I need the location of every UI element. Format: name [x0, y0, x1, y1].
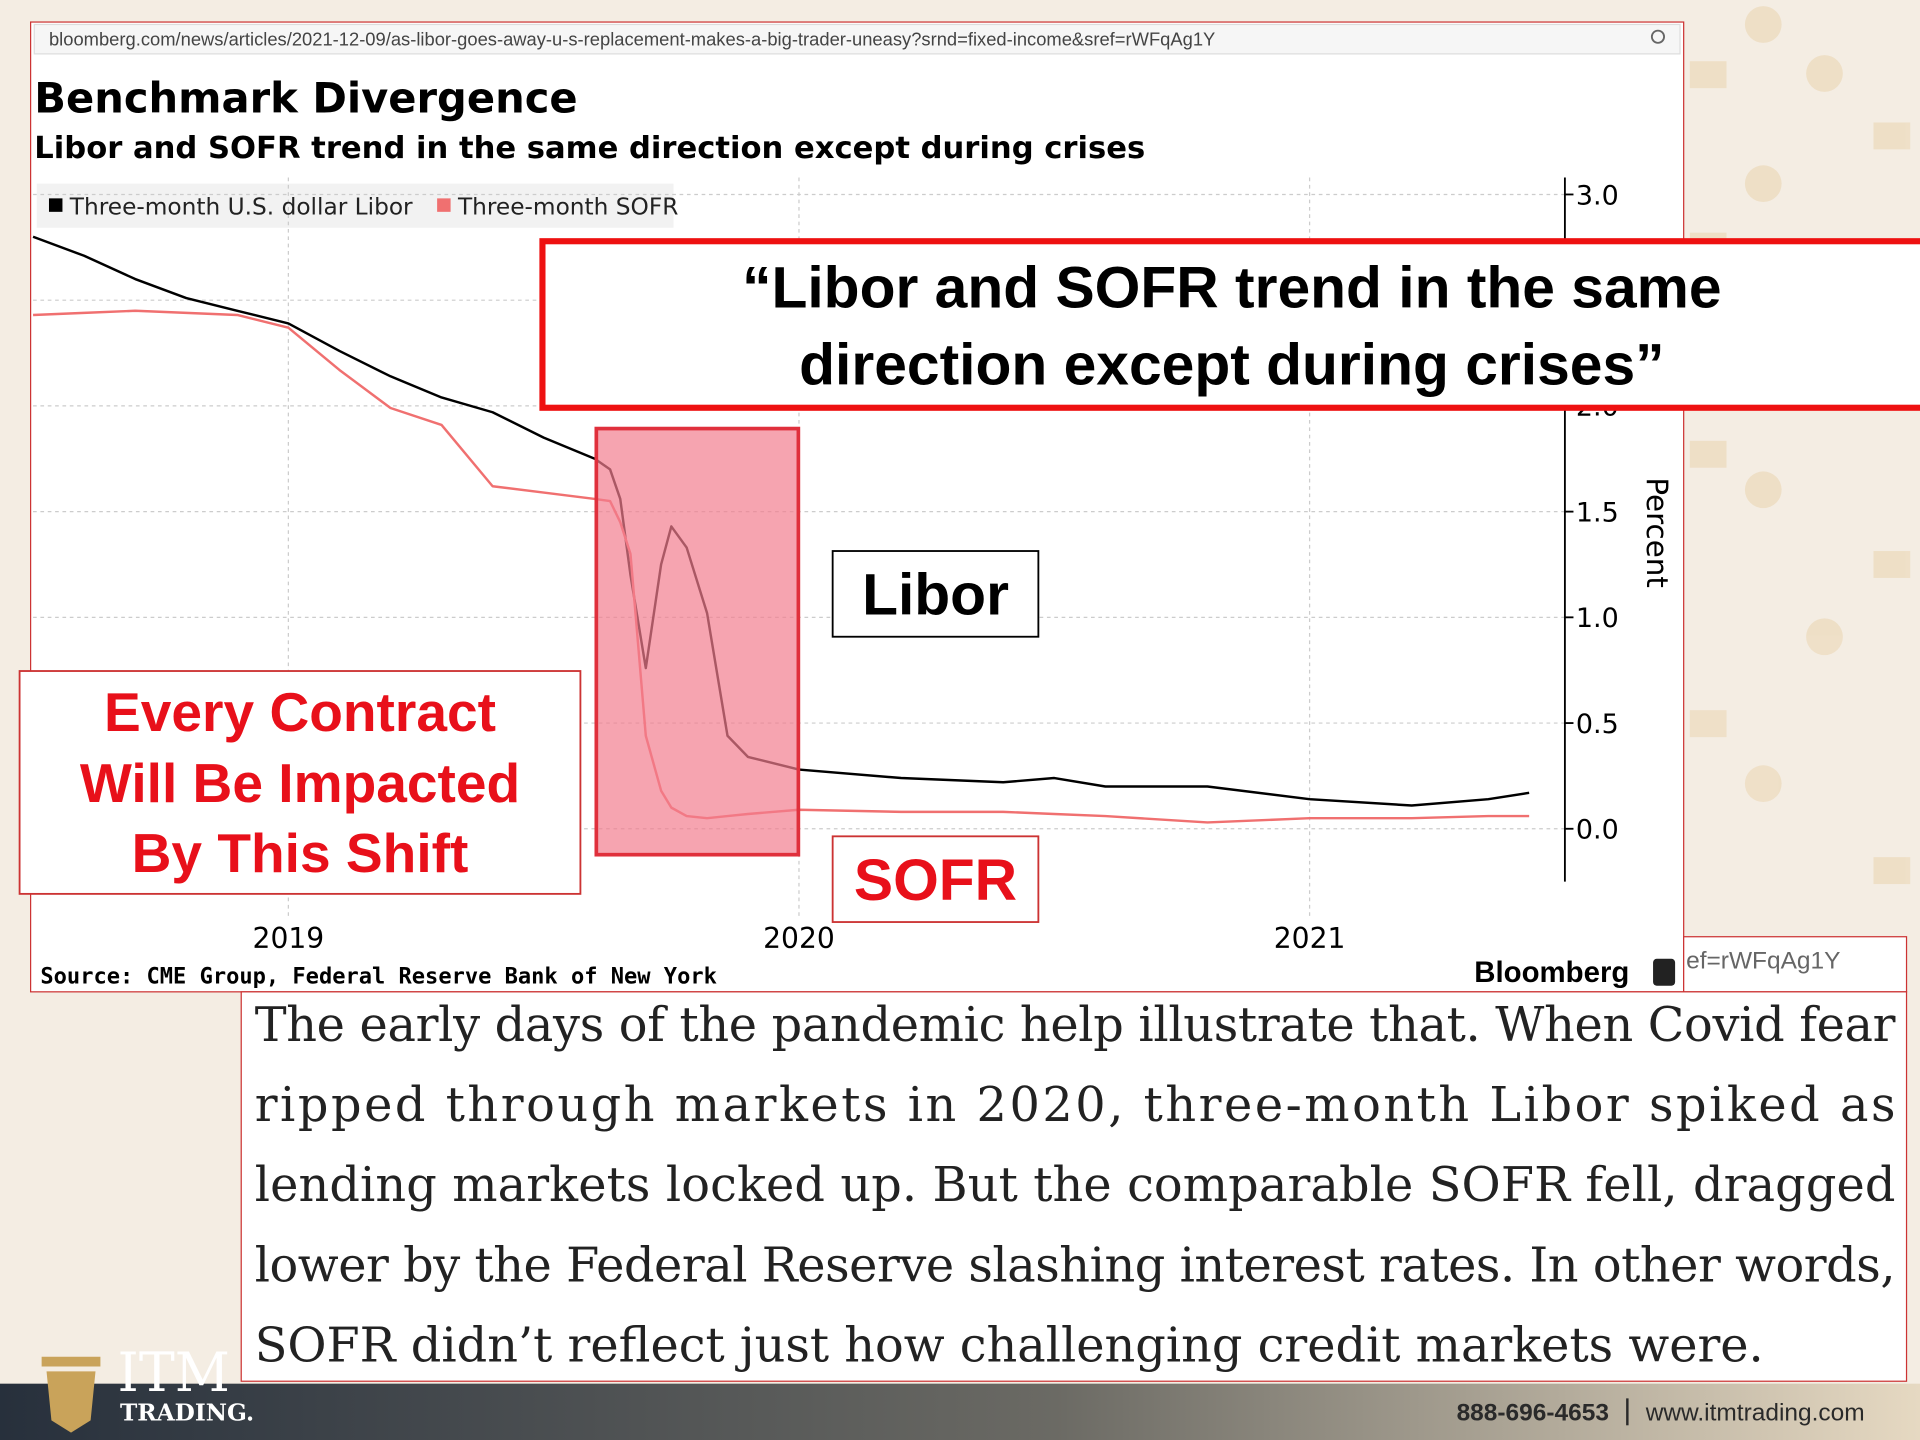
logo-bottom: TRADING. [120, 1399, 254, 1426]
article-url-fragment: ef=rWFqAg1Y [1686, 948, 1840, 975]
article-line: SOFR didn’t reflect just how challenging… [255, 1319, 1764, 1374]
y-tick-label: 0.5 [1576, 709, 1619, 740]
sofr-box [831, 835, 1040, 923]
legend-label: Three-month SOFR [457, 193, 678, 220]
brand-icon [1653, 958, 1676, 986]
y-tick-label: 0.0 [1576, 815, 1619, 846]
quote-box [539, 238, 1920, 411]
article-text: The early days of the pandemic help illu… [255, 998, 1896, 1374]
legend-box [36, 183, 674, 228]
brand-text: Bloomberg [1474, 956, 1629, 989]
logo-top: ITM [118, 1341, 230, 1404]
article-box [240, 991, 1908, 1382]
libor-box [831, 550, 1040, 638]
libor-label: Libor [862, 563, 1009, 628]
footer-website: www.itmtrading.com [1645, 1399, 1865, 1426]
sofr-label: SOFR [854, 848, 1017, 913]
source-text: Source: CME Group, Federal Reserve Bank … [40, 964, 716, 989]
legend-swatch [437, 198, 451, 212]
footer-bar [0, 1383, 1920, 1440]
x-tick-label: 2019 [253, 922, 325, 955]
background-pattern [1689, 6, 1911, 885]
url-text: bloomberg.com/news/articles/2021-12-09/a… [49, 28, 1215, 49]
y-axis-label: Percent [1640, 477, 1674, 588]
impact-line: By This Shift [132, 822, 469, 884]
search-icon [1650, 29, 1665, 44]
impact-box [18, 670, 582, 895]
article-line: The early days of the pandemic help illu… [255, 998, 1896, 1053]
legend-swatch [48, 198, 63, 212]
chart-subtitle: Libor and SOFR trend in the same directi… [34, 131, 1145, 166]
logo-icon [41, 1356, 101, 1433]
article-line: lending markets locked up. But the compa… [255, 1158, 1896, 1213]
chart-title: Benchmark Divergence [34, 74, 577, 123]
impact-line: Every Contract [104, 681, 496, 743]
y-tick-label: 3.0 [1576, 180, 1619, 211]
article-url-strip [1683, 936, 1908, 993]
y-tick-label: 1.0 [1576, 603, 1619, 634]
y-tick-label: 1.5 [1576, 497, 1619, 528]
quote-line: “Libor and SOFR trend in the same [742, 255, 1722, 320]
legend-label: Three-month U.S. dollar Libor [69, 193, 413, 220]
crisis-highlight [594, 426, 801, 857]
article-line: lower by the Federal Reserve slashing in… [255, 1238, 1896, 1293]
footer-phone: 888-696-4653 [1457, 1399, 1609, 1426]
url-bar [33, 23, 1681, 55]
x-tick-label: 2021 [1274, 922, 1346, 955]
quote-line: direction except during crises” [799, 332, 1664, 397]
x-tick-label: 2020 [763, 922, 835, 955]
impact-line: Will Be Impacted [80, 752, 520, 814]
article-line: ripped through markets in 2020, three-mo… [255, 1078, 1896, 1133]
